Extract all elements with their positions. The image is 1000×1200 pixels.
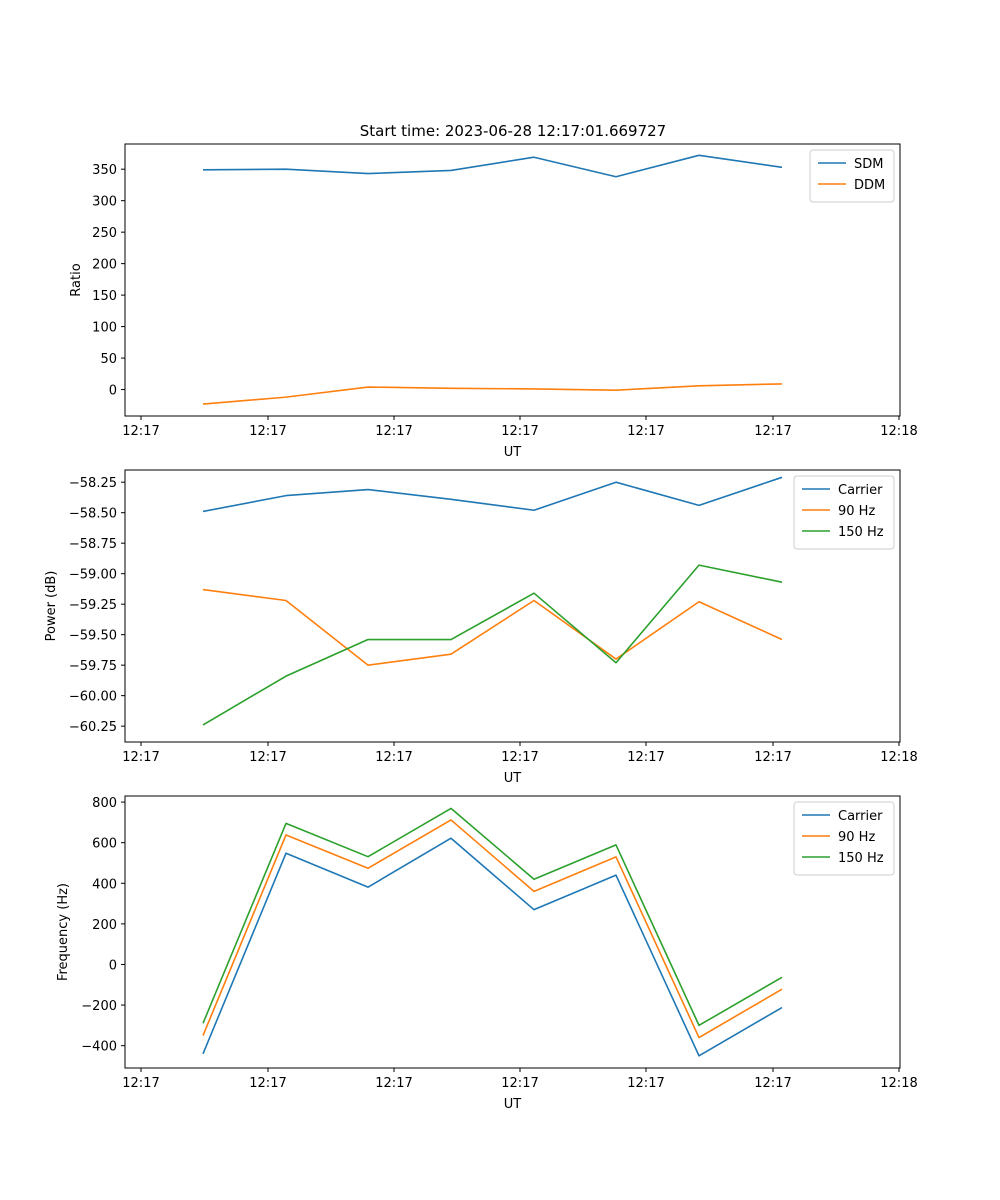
figure-title: Start time: 2023-06-28 12:17:01.669727 bbox=[360, 122, 666, 140]
legend: SDM DDM bbox=[809, 149, 895, 203]
x-tick-label: 12:18 bbox=[880, 750, 917, 765]
legend: Carrier 90 Hz 150 Hz bbox=[793, 475, 895, 550]
y-tick-label: −400 bbox=[81, 1040, 117, 1055]
x-tick-label: 12:17 bbox=[375, 750, 412, 765]
x-tick-label: 12:17 bbox=[122, 1076, 159, 1091]
y-tick-label: 250 bbox=[92, 226, 117, 241]
y-tick-label: −59.00 bbox=[69, 568, 117, 583]
legend-label: DDM bbox=[854, 178, 885, 193]
legend-label: 90 Hz bbox=[838, 504, 875, 519]
x-tick-label: 12:17 bbox=[249, 1076, 286, 1091]
x-tick-label: 12:17 bbox=[754, 424, 791, 439]
y-tick-label: 0 bbox=[109, 958, 117, 973]
y-tick-label: −60.00 bbox=[69, 690, 117, 705]
y-tick-label: −59.75 bbox=[69, 659, 117, 674]
x-tick-label: 12:17 bbox=[501, 424, 538, 439]
y-tick-label: −58.25 bbox=[69, 476, 117, 491]
x-tick-label: 12:17 bbox=[501, 1076, 538, 1091]
series-line-carrier bbox=[202, 837, 783, 1057]
x-axis-label: UT bbox=[504, 771, 522, 786]
x-tick-label: 12:18 bbox=[880, 1076, 917, 1091]
legend-label: 90 Hz bbox=[838, 830, 875, 845]
y-axis-label: Power (dB) bbox=[44, 571, 59, 642]
y-tick-label: 200 bbox=[92, 258, 117, 273]
series-line-sdm bbox=[202, 154, 783, 178]
x-tick-label: 12:17 bbox=[627, 424, 664, 439]
x-tick-label: 12:17 bbox=[627, 750, 664, 765]
x-tick-label: 12:17 bbox=[122, 750, 159, 765]
series-line-carrier bbox=[202, 476, 783, 513]
axes-frame bbox=[124, 795, 901, 1069]
series-line-150-hz bbox=[202, 564, 783, 726]
x-tick-label: 12:17 bbox=[375, 424, 412, 439]
x-tick-label: 12:17 bbox=[754, 750, 791, 765]
x-axis-label: UT bbox=[504, 1097, 522, 1112]
series-line-90-hz bbox=[202, 819, 783, 1039]
legend-label: Carrier bbox=[838, 809, 883, 824]
axes-frame bbox=[124, 469, 901, 743]
x-tick-label: 12:17 bbox=[627, 1076, 664, 1091]
x-tick-label: 12:17 bbox=[501, 750, 538, 765]
x-tick-label: 12:18 bbox=[880, 424, 917, 439]
y-tick-label: 150 bbox=[92, 289, 117, 304]
axes-frame bbox=[124, 143, 901, 417]
y-tick-label: −58.75 bbox=[69, 537, 117, 552]
legend: Carrier 90 Hz 150 Hz bbox=[793, 801, 895, 876]
x-tick-label: 12:17 bbox=[122, 424, 159, 439]
x-tick-label: 12:17 bbox=[249, 750, 286, 765]
chart-panel-1: 12:17 12:17 12:17 12:17 12:17 12:17 12:18 UT 0 50… bbox=[69, 143, 918, 460]
x-tick-label: 12:17 bbox=[375, 1076, 412, 1091]
y-tick-label: 350 bbox=[92, 163, 117, 178]
series-line-150-hz bbox=[202, 807, 783, 1027]
y-tick-label: 400 bbox=[92, 877, 117, 892]
legend-label: 150 Hz bbox=[838, 525, 884, 540]
chart-panel-2: 12:17 12:17 12:17 12:17 12:17 12:17 12:18 UT −60… bbox=[44, 469, 918, 786]
y-tick-label: 300 bbox=[92, 195, 117, 210]
y-axis-label: Ratio bbox=[69, 263, 84, 296]
series-line-90-hz bbox=[202, 588, 783, 666]
y-tick-label: 50 bbox=[100, 352, 117, 367]
y-tick-label: 200 bbox=[92, 918, 117, 933]
legend-label: 150 Hz bbox=[838, 851, 884, 866]
y-tick-label: 0 bbox=[109, 384, 117, 399]
chart-panel-3: 12:17 12:17 12:17 12:17 12:17 12:17 12:18 UT −40… bbox=[56, 795, 918, 1112]
legend-label: Carrier bbox=[838, 483, 883, 498]
y-tick-label: −59.50 bbox=[69, 629, 117, 644]
y-tick-label: 800 bbox=[92, 796, 117, 811]
y-tick-label: −59.25 bbox=[69, 598, 117, 613]
y-tick-label: 600 bbox=[92, 837, 117, 852]
y-tick-label: 100 bbox=[92, 321, 117, 336]
x-tick-label: 12:17 bbox=[249, 424, 286, 439]
y-tick-label: −200 bbox=[81, 999, 117, 1014]
y-tick-label: −60.25 bbox=[69, 720, 117, 735]
x-axis-label: UT bbox=[504, 445, 522, 460]
x-tick-label: 12:17 bbox=[754, 1076, 791, 1091]
y-tick-label: −58.50 bbox=[69, 507, 117, 522]
legend-label: SDM bbox=[854, 157, 883, 172]
series-line-ddm bbox=[202, 383, 783, 405]
y-axis-label: Frequency (Hz) bbox=[56, 883, 71, 981]
